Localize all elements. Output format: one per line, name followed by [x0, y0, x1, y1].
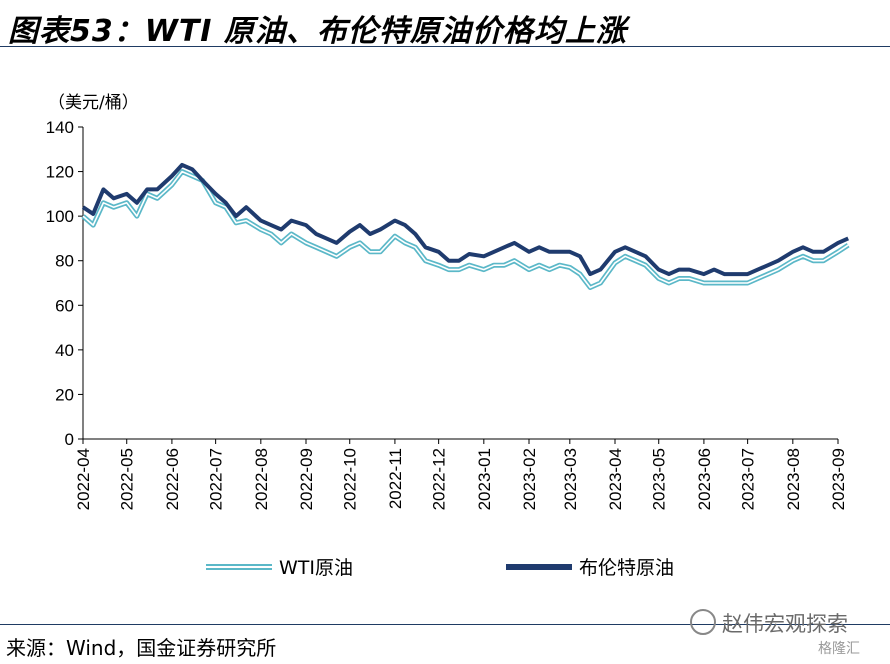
footer-divider — [0, 624, 890, 625]
y-tick-label: 40 — [55, 341, 74, 360]
series-line-brent — [81, 162, 850, 277]
y-tick-label: 20 — [55, 385, 74, 404]
y-axis-unit-label: （美元/桶） — [48, 93, 139, 113]
legend: WTI原油 布伦特原油 — [206, 557, 674, 579]
x-tick-label: 2022-09 — [297, 448, 316, 510]
x-tick-label: 2022-04 — [74, 448, 93, 510]
series-layer — [81, 162, 850, 290]
x-tick-label: 2022-06 — [163, 448, 182, 510]
y-axis: 0 20 40 60 80 100 120 140 — [46, 118, 84, 449]
legend-label-brent: 布伦特原油 — [579, 557, 674, 579]
x-tick-label: 2023-09 — [829, 448, 848, 510]
x-tick-label: 2022-07 — [207, 448, 226, 510]
chart-title: 图表53：WTI 原油、布伦特原油价格均上涨 — [8, 14, 627, 49]
x-tick-label: 2022-11 — [386, 448, 405, 509]
x-tick-label: 2022-12 — [430, 448, 449, 510]
x-tick-label: 2023-05 — [650, 448, 669, 510]
y-tick-label: 140 — [46, 118, 74, 137]
wechat-icon — [690, 609, 716, 635]
x-tick-label: 2023-02 — [520, 448, 539, 510]
x-tick-label: 2023-03 — [561, 448, 580, 510]
x-tick-label: 2022-05 — [118, 448, 137, 510]
series-line-wti-inner — [82, 170, 849, 289]
y-tick-label: 120 — [46, 163, 74, 182]
y-tick-label: 100 — [46, 207, 74, 226]
x-tick-label: 2023-04 — [606, 448, 625, 510]
watermark: 赵伟宏观探索 — [690, 608, 848, 638]
source-note: 来源：Wind，国金证券研究所 — [6, 636, 277, 660]
title-divider — [0, 46, 890, 47]
x-tick-label: 2022-08 — [252, 448, 271, 510]
legend-item-brent: 布伦特原油 — [506, 557, 674, 579]
y-tick-label: 0 — [65, 430, 74, 449]
legend-item-wti: WTI原油 — [206, 557, 353, 579]
legend-label-wti: WTI原油 — [279, 557, 353, 579]
y-tick-label: 80 — [55, 252, 74, 271]
series-line-wti — [81, 169, 850, 290]
watermark-text: 赵伟宏观探索 — [722, 612, 848, 636]
x-tick-label: 2022-10 — [341, 448, 360, 510]
x-axis: 2022-04 2022-05 2022-06 2022-07 2022-08 2022-… — [74, 438, 848, 510]
y-tick-label: 60 — [55, 296, 74, 315]
logo: 格隆汇 — [818, 641, 860, 657]
x-tick-label: 2023-08 — [784, 448, 803, 510]
x-tick-label: 2023-06 — [695, 448, 714, 510]
x-tick-label: 2023-07 — [739, 448, 758, 510]
line-chart: 0 20 40 60 80 100 120 140 2022-04 2022-05 2022-06… — [46, 93, 850, 579]
x-tick-label: 2023-01 — [475, 448, 494, 510]
